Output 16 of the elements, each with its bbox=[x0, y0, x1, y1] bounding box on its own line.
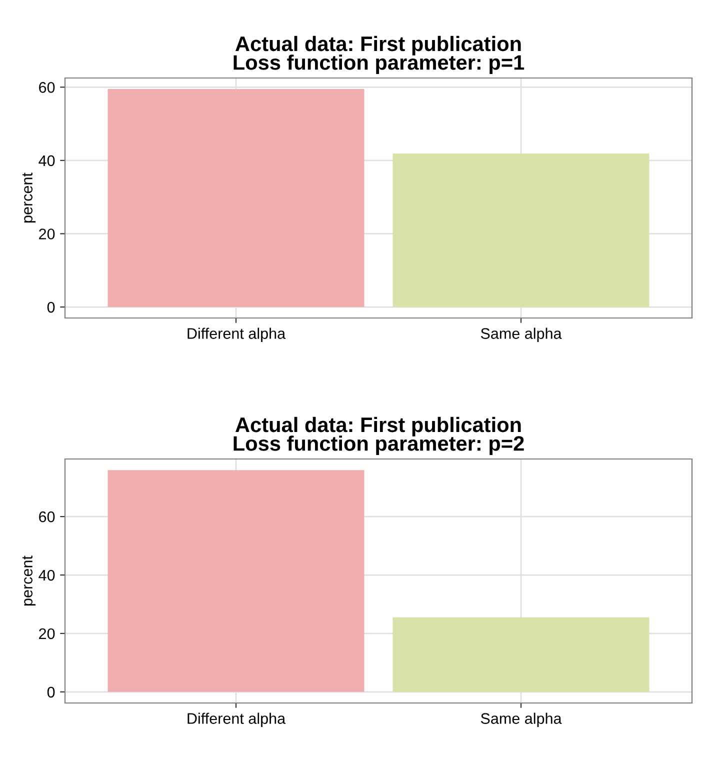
y-tick-label: 0 bbox=[47, 686, 55, 698]
y-tick-label: 40 bbox=[38, 155, 55, 166]
y-tick-label: 20 bbox=[39, 228, 55, 240]
y-axis-title: percent bbox=[22, 172, 36, 222]
x-tick-label: Different alpha bbox=[188, 712, 286, 727]
y-axis-title: percent bbox=[22, 556, 36, 606]
chart-title: Actual data: First publication Loss function parameter: p=1 bbox=[234, 36, 524, 74]
y-tick-label: 60 bbox=[39, 82, 55, 93]
y-tick-label: 0 bbox=[47, 302, 55, 313]
x-tick-label: Same alpha bbox=[480, 328, 562, 342]
x-tick-label: Different alpha bbox=[188, 328, 286, 342]
chart-title: Actual data: First publication Loss function parameter: p=2 bbox=[234, 416, 524, 455]
x-tick-label: Same alpha bbox=[480, 712, 562, 727]
y-tick-label: 40 bbox=[38, 570, 55, 581]
y-tick-label: 60 bbox=[39, 511, 55, 522]
y-tick-label: 20 bbox=[39, 628, 55, 640]
